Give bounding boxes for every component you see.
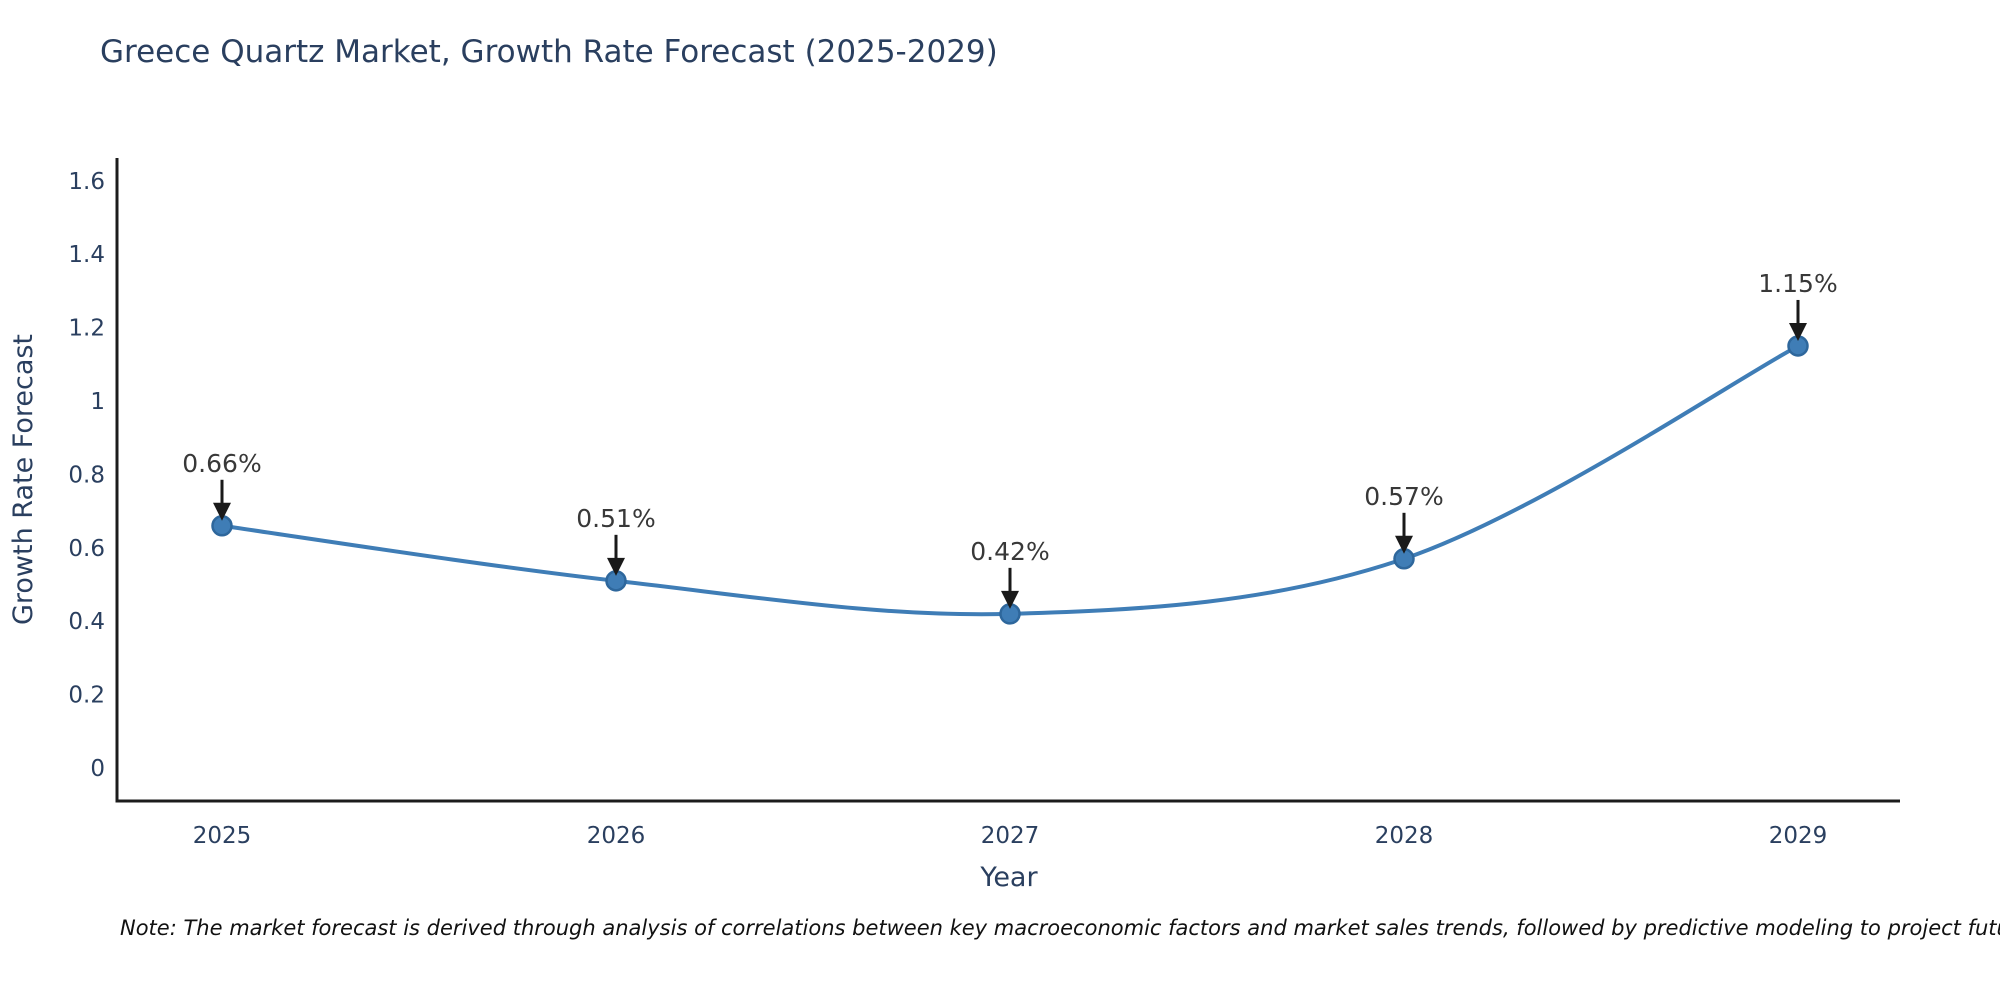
y-tick-label: 0 — [90, 756, 105, 782]
chart-title: Greece Quartz Market, Growth Rate Foreca… — [100, 34, 998, 70]
y-tick-label: 0.2 — [68, 683, 105, 709]
annotation-arrowhead-icon — [1395, 535, 1413, 554]
annotation-arrowhead-icon — [1001, 590, 1019, 609]
x-tick-label: 2026 — [587, 823, 646, 849]
x-tick-label: 2029 — [1769, 823, 1828, 849]
annotation-arrowhead-icon — [607, 557, 625, 576]
x-tick-label: 2027 — [981, 823, 1040, 849]
footnote: Note: The market forecast is derived thr… — [120, 916, 2000, 940]
annotation-arrowhead-icon — [213, 502, 231, 521]
y-tick-label: 0.6 — [68, 536, 105, 562]
y-tick-label: 0.8 — [68, 462, 105, 488]
y-tick-label: 0.4 — [68, 609, 105, 635]
data-point-label: 0.51% — [576, 504, 655, 533]
data-point-label: 0.42% — [970, 537, 1049, 566]
data-point-label: 0.57% — [1364, 482, 1443, 511]
y-tick-label: 1 — [90, 389, 105, 415]
data-point-label: 1.15% — [1758, 269, 1837, 298]
y-axis-title: Growth Rate Forecast — [8, 334, 39, 625]
data-point-label: 0.66% — [182, 449, 261, 478]
x-tick-label: 2025 — [193, 823, 252, 849]
y-tick-label: 1.4 — [68, 242, 105, 268]
y-tick-label: 1.2 — [68, 316, 105, 342]
x-axis-title: Year — [979, 862, 1038, 893]
y-tick-label: 1.6 — [68, 169, 105, 195]
annotation-arrowhead-icon — [1789, 322, 1807, 341]
x-tick-label: 2028 — [1375, 823, 1434, 849]
